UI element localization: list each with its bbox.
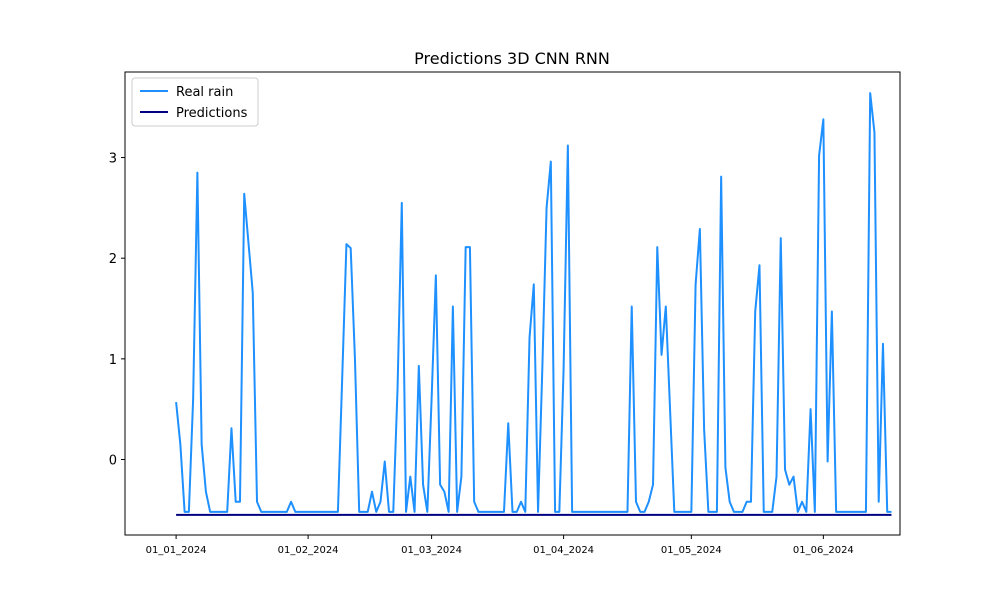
x-tick-label: 01_05_2024 [661, 545, 722, 556]
axes: 0 1 2 3 01_01_2024 01_02_2024 01_03_2024 01_04_… [109, 152, 854, 556]
x-tick-label: 01_04_2024 [533, 545, 594, 556]
y-tick-label: 2 [109, 252, 117, 267]
legend-label: Real rain [176, 85, 233, 100]
legend: Real rain Predictions [131, 77, 259, 127]
axes-frame [124, 71, 901, 536]
y-tick-label: 0 [109, 454, 117, 469]
y-tick-label: 1 [109, 353, 117, 368]
x-tick-label: 01_06_2024 [793, 545, 854, 556]
plot-area [175, 92, 892, 516]
chart-title: Predictions 3D CNN RNN [414, 49, 610, 68]
x-tick-label: 01_01_2024 [146, 545, 207, 556]
series-line-real-rain [175, 92, 892, 513]
legend-label: Predictions [176, 106, 248, 121]
x-tick-label: 01_03_2024 [401, 545, 462, 556]
x-tick-label: 01_02_2024 [278, 545, 339, 556]
y-tick-label: 3 [109, 152, 117, 167]
